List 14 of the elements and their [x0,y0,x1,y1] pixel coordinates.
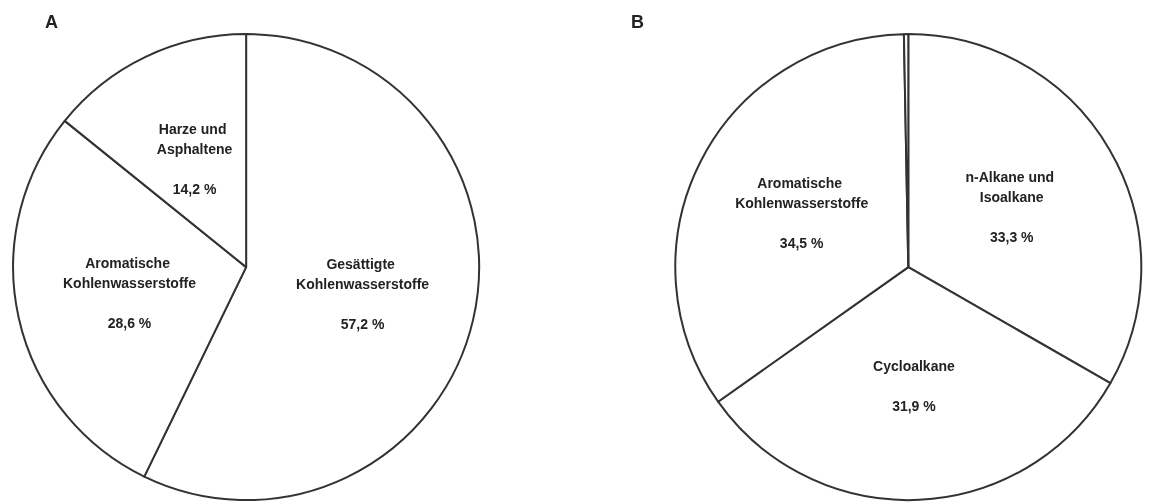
slice-label: n-Alkane und Isoalkane [965,169,1059,206]
chart-title: B [631,12,644,32]
slice-label: Cycloalkane [873,358,955,375]
data-label: 33,3 % [989,229,1035,246]
data-label: 57,2 % [340,315,385,332]
slice-label: Aromatische Kohlenwasserstoffe [735,175,869,212]
data-label: 14,2 % [172,181,217,198]
data-label: 31,9 % [892,398,937,415]
data-label: 28,6 % [107,315,152,332]
data-label: 34,5 % [779,235,824,252]
slice-label: Gesättigte Kohlenwasserstoffe [296,255,430,292]
slice-label: Harze und Asphaltene [156,121,233,158]
slice-label: Aromatische Kohlenwasserstoffe [62,255,197,292]
chart-title: A [45,12,58,32]
